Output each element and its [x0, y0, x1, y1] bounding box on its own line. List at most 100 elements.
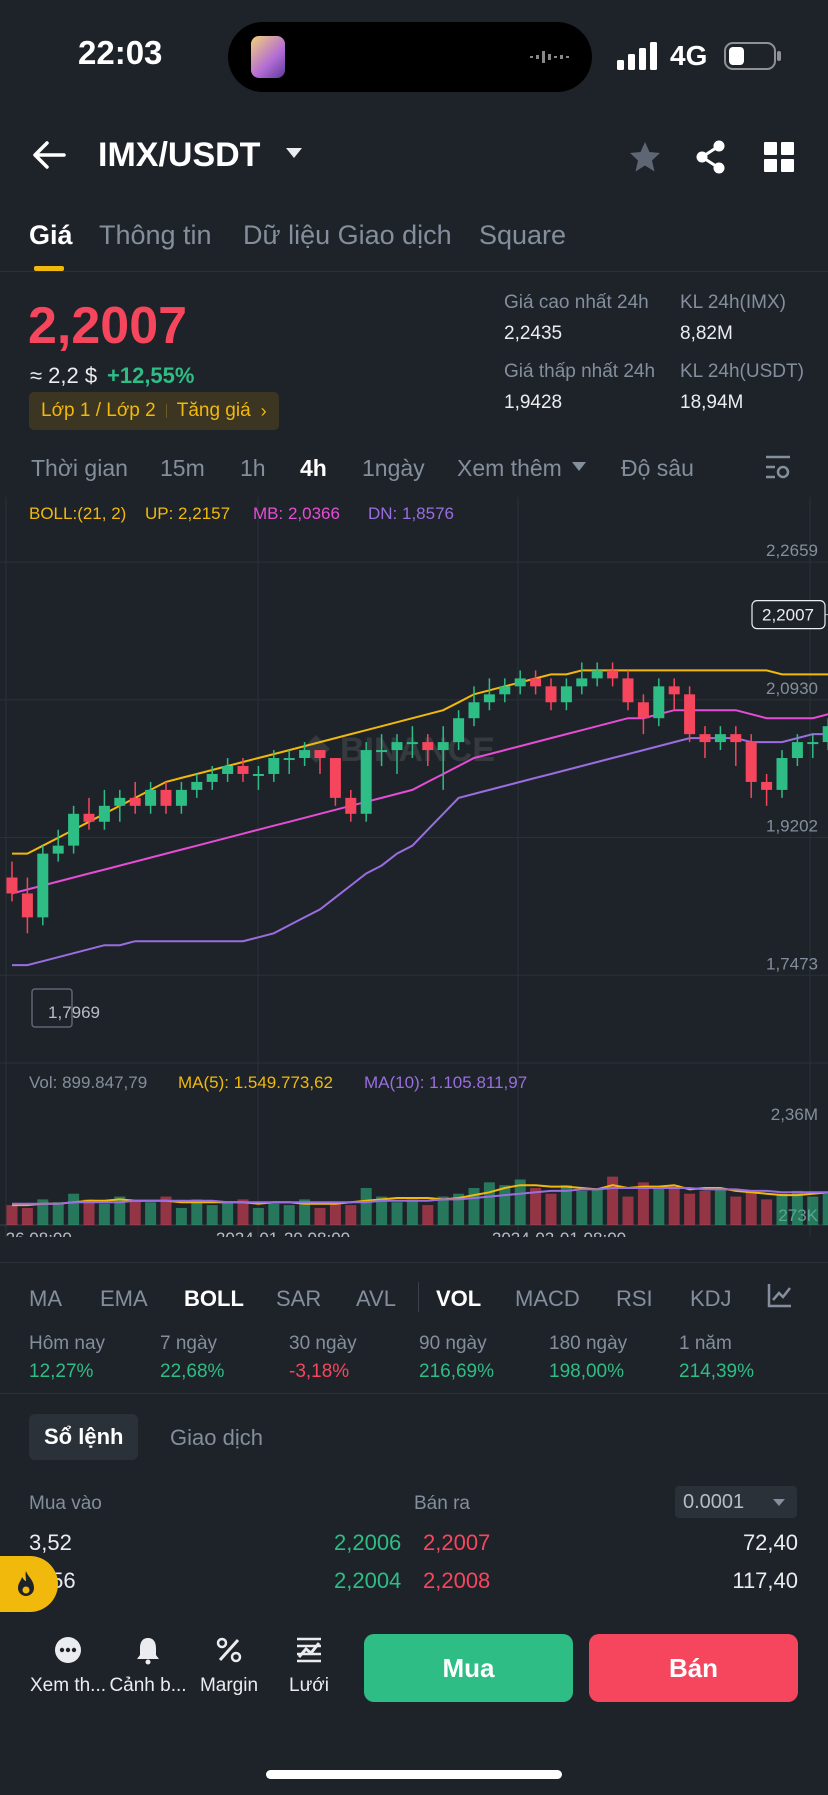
indicator-rsi[interactable]: RSI: [616, 1286, 653, 1311]
margin-label: Margin: [199, 1675, 259, 1696]
volume-bar: [468, 1188, 480, 1225]
grid-trading-button[interactable]: Lưới: [266, 1635, 352, 1697]
time-axis-label: 2024-01-29 08:00: [216, 1229, 350, 1237]
ask-price[interactable]: 2,2007: [423, 1530, 491, 1555]
alerts-button[interactable]: Cảnh b...: [105, 1635, 191, 1697]
ask-quantity[interactable]: 117,40: [732, 1568, 798, 1593]
volume-bar: [98, 1203, 110, 1225]
grid-menu-icon[interactable]: [764, 142, 794, 172]
ask-price[interactable]: 2,2008: [423, 1568, 491, 1593]
now-playing-app-icon[interactable]: [251, 36, 285, 78]
volume-bar: [83, 1199, 95, 1225]
candle: [376, 750, 388, 753]
tag-gainer[interactable]: Tăng giá: [176, 400, 251, 421]
tab-price[interactable]: Giá: [29, 220, 73, 250]
candle: [175, 789, 187, 806]
volume-bar: [699, 1190, 711, 1225]
asks-header: Bán ra: [414, 1493, 470, 1514]
pair-title[interactable]: IMX/USDT: [98, 136, 261, 174]
indicator-ma[interactable]: MA: [29, 1286, 62, 1311]
interval-1d[interactable]: 1ngày: [362, 455, 425, 481]
bid-price[interactable]: 2,2004: [334, 1568, 402, 1593]
interval-1h[interactable]: 1h: [240, 455, 266, 481]
volume-bar: [637, 1182, 649, 1225]
interval-time[interactable]: Thời gian: [31, 455, 128, 481]
tab-square[interactable]: Square: [479, 220, 567, 250]
tag-layer[interactable]: Lớp 1 / Lớp 2: [41, 400, 156, 421]
more-button[interactable]: Xem th...: [25, 1635, 111, 1697]
candle: [83, 813, 95, 822]
last-price: 2,2007: [28, 297, 188, 355]
tab-trading-data[interactable]: Dữ liệu Giao dịch: [243, 220, 452, 250]
volume-bar: [499, 1185, 511, 1225]
ma10-volume-label: MA(10): 1.105.811,97: [364, 1073, 527, 1092]
indicator-macd[interactable]: MACD: [515, 1286, 580, 1311]
divider: [0, 1262, 828, 1263]
chart-grid: [0, 497, 828, 1237]
price-chart[interactable]: BINANCE BOLL:(21, 2) UP: 2,2157 MB: 2,03…: [0, 497, 828, 1237]
floating-action-button[interactable]: [0, 1556, 58, 1612]
candle: [391, 742, 403, 751]
candle: [591, 670, 603, 679]
chart-settings-icon[interactable]: [765, 454, 791, 480]
precision-select[interactable]: 0.0001: [675, 1486, 797, 1518]
depth-tab[interactable]: Độ sâu: [621, 455, 694, 481]
bid-quantity[interactable]: 3,52: [29, 1530, 72, 1555]
margin-button[interactable]: Margin: [186, 1635, 272, 1697]
chart-reset-button: [31, 988, 73, 1028]
indicator-kdj[interactable]: KDJ: [690, 1286, 732, 1311]
candle: [114, 797, 126, 806]
volume-bar: [283, 1205, 295, 1225]
chevron-right-icon: ›: [260, 400, 267, 421]
boll-middle-line: [11, 709, 828, 895]
volume-bar: [530, 1188, 542, 1225]
candle: [52, 845, 64, 854]
high-24h-label: Giá cao nhất 24h: [504, 292, 649, 313]
back-arrow-icon[interactable]: [32, 140, 66, 170]
category-tags[interactable]: Lớp 1 / Lớp 2 Tăng giá ›: [29, 392, 279, 430]
interval-15m[interactable]: 15m: [160, 455, 205, 481]
interval-4h[interactable]: 4h: [300, 455, 327, 481]
indicator-boll[interactable]: BOLL: [184, 1286, 244, 1311]
volume-ma10-line: [12, 1187, 828, 1205]
bell-icon: [137, 1638, 159, 1665]
volume-bar: [6, 1205, 18, 1225]
interval-more[interactable]: Xem thêm: [457, 455, 562, 481]
indicator-vol[interactable]: VOL: [436, 1286, 482, 1311]
volume-bar: [730, 1196, 742, 1225]
boll-up-label: UP: 2,2157: [145, 504, 230, 523]
candle: [329, 758, 341, 798]
volume-bar: [329, 1202, 341, 1225]
indicator-settings-icon[interactable]: [767, 1282, 793, 1308]
share-icon[interactable]: [695, 140, 727, 174]
volume-bar: [21, 1207, 33, 1225]
sell-button[interactable]: Bán: [589, 1634, 798, 1702]
home-indicator[interactable]: [266, 1770, 562, 1779]
candle: [730, 734, 742, 743]
ask-quantity[interactable]: 72,40: [742, 1530, 798, 1555]
favorite-star-icon[interactable]: [628, 140, 662, 174]
candle: [191, 781, 203, 790]
tab-info[interactable]: Thông tin: [99, 220, 212, 250]
indicator-sar[interactable]: SAR: [276, 1286, 322, 1311]
candle: [653, 686, 665, 719]
tab-orderbook[interactable]: Sổ lệnh: [29, 1414, 139, 1460]
buy-button[interactable]: Mua: [364, 1634, 573, 1702]
indicator-avl[interactable]: AVL: [356, 1286, 396, 1311]
indicator-ema[interactable]: EMA: [100, 1286, 148, 1311]
candle: [145, 789, 157, 806]
battery-icon: [724, 42, 781, 70]
volume-bar: [129, 1200, 141, 1225]
perf-1y-value: 214,39%: [679, 1361, 755, 1382]
candle: [283, 758, 295, 761]
volume-bar: [314, 1207, 326, 1225]
network-type: 4G: [670, 40, 708, 71]
percent-icon: [216, 1637, 242, 1663]
vol-imx-label: KL 24h(IMX): [680, 292, 786, 313]
low-24h-value: 1,9428: [504, 392, 563, 413]
bid-price[interactable]: 2,2006: [334, 1530, 402, 1555]
candle: [807, 742, 819, 745]
tab-trades[interactable]: Giao dịch: [170, 1425, 263, 1450]
more-dropdown-icon[interactable]: [572, 462, 586, 471]
pair-dropdown-icon[interactable]: [286, 148, 302, 158]
